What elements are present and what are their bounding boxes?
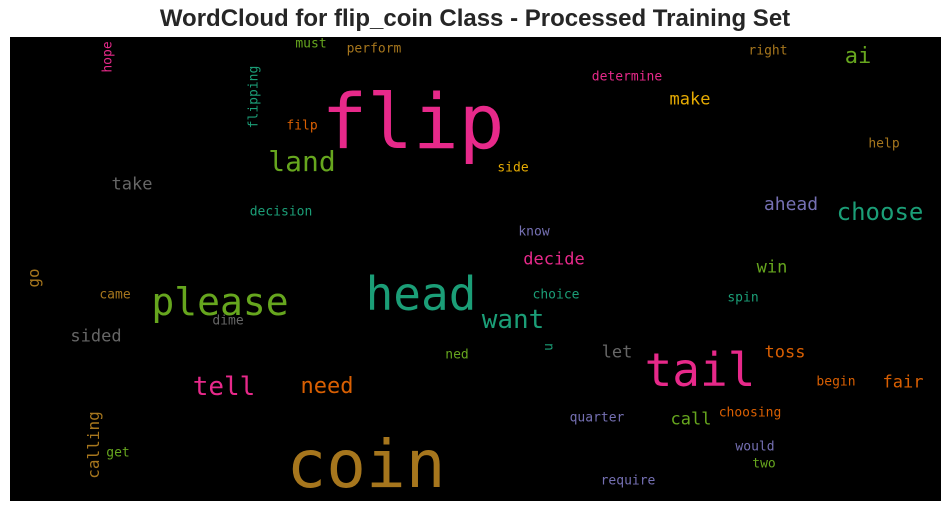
word-side: side bbox=[497, 160, 529, 176]
word-decision: decision bbox=[249, 204, 313, 220]
word-need: need bbox=[300, 374, 354, 399]
word-choosing: choosing bbox=[718, 405, 782, 421]
word-win: win bbox=[756, 257, 788, 278]
word-ned: ned bbox=[445, 347, 469, 363]
word-came: came bbox=[99, 287, 131, 303]
word-hope: hope bbox=[100, 41, 116, 73]
word-know: know bbox=[518, 224, 550, 240]
word-please: please bbox=[151, 280, 289, 324]
word-flip: flip bbox=[321, 77, 505, 166]
word-get: get bbox=[106, 445, 130, 461]
word-coin: coin bbox=[286, 426, 446, 501]
word-u: u bbox=[541, 343, 557, 351]
word-sided: sided bbox=[70, 326, 122, 347]
word-decide: decide bbox=[523, 249, 585, 270]
word-let: let bbox=[601, 342, 633, 363]
word-must: must bbox=[295, 37, 327, 52]
word-choose: choose bbox=[836, 198, 924, 226]
word-land: land bbox=[268, 145, 336, 178]
wordcloud-canvas: flip coin head tail please land tell want need ch… bbox=[10, 37, 941, 501]
word-head: head bbox=[365, 267, 477, 321]
word-flipping: flipping bbox=[246, 65, 262, 129]
chart-title: WordCloud for flip_coin Class - Processe… bbox=[159, 5, 791, 32]
word-quarter: quarter bbox=[569, 410, 625, 426]
word-right: right bbox=[748, 43, 788, 59]
word-filp: filp bbox=[286, 118, 318, 134]
word-dime: dime bbox=[212, 313, 244, 329]
word-call: call bbox=[670, 409, 712, 430]
word-two: two bbox=[752, 456, 776, 472]
word-toss: toss bbox=[764, 342, 806, 363]
word-calling: calling bbox=[84, 411, 103, 479]
word-choice: choice bbox=[532, 287, 580, 303]
word-would: would bbox=[735, 439, 775, 455]
word-make: make bbox=[669, 89, 711, 110]
word-begin: begin bbox=[816, 374, 856, 390]
word-ai: ai bbox=[844, 44, 872, 69]
word-spin: spin bbox=[727, 290, 759, 306]
word-perform: perform bbox=[346, 41, 402, 57]
word-help: help bbox=[868, 136, 900, 152]
word-want: want bbox=[481, 305, 545, 335]
word-fair: fair bbox=[882, 372, 924, 393]
word-take: take bbox=[111, 174, 153, 195]
word-require: require bbox=[600, 473, 656, 489]
word-tell: tell bbox=[192, 372, 256, 402]
word-go: go bbox=[24, 268, 43, 288]
word-ahead: ahead bbox=[763, 194, 819, 215]
word-determine: determine bbox=[591, 69, 663, 85]
word-tail: tail bbox=[644, 343, 756, 397]
